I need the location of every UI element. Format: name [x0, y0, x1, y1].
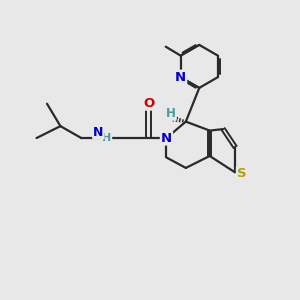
Text: O: O	[143, 97, 154, 110]
Text: N: N	[161, 132, 172, 145]
Text: H: H	[166, 107, 176, 120]
Text: N: N	[175, 70, 186, 84]
Text: S: S	[237, 167, 247, 180]
Text: H: H	[102, 133, 111, 143]
Text: N: N	[93, 126, 103, 139]
